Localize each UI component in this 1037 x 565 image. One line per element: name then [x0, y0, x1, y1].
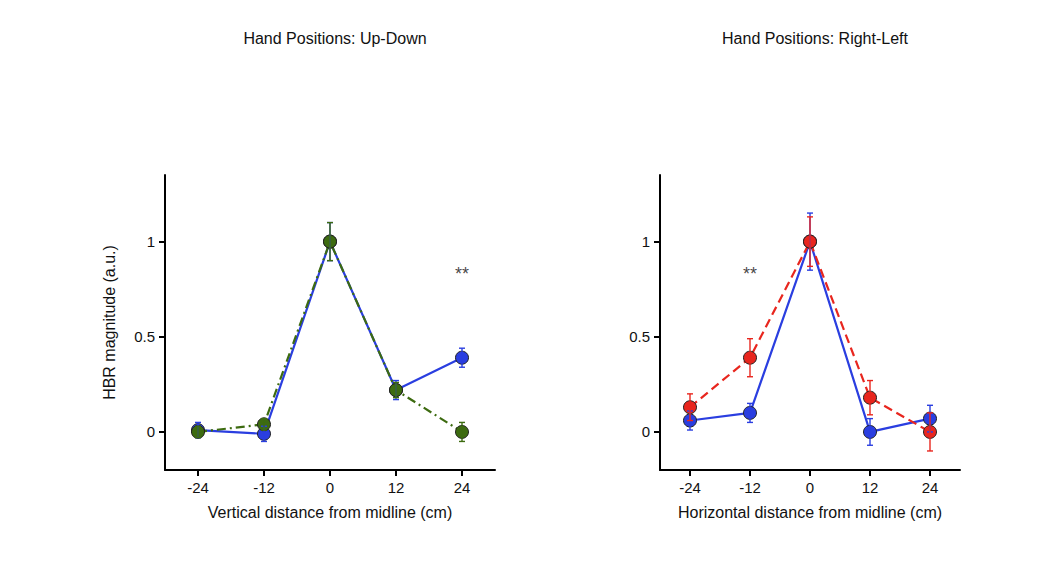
svg-text:1: 1: [642, 233, 650, 250]
svg-text:0: 0: [326, 479, 334, 496]
svg-text:0.5: 0.5: [134, 328, 155, 345]
svg-text:0: 0: [642, 423, 650, 440]
svg-text:HBR magnitude (a.u.): HBR magnitude (a.u.): [101, 245, 118, 400]
svg-text:Hand Positions: Up-Down: Hand Positions: Up-Down: [243, 30, 426, 47]
svg-text:0: 0: [147, 423, 155, 440]
svg-text:-24: -24: [679, 479, 701, 496]
svg-text:**: **: [455, 264, 469, 284]
svg-text:1: 1: [147, 233, 155, 250]
svg-text:0: 0: [806, 479, 814, 496]
svg-text:Vertical distance from midline: Vertical distance from midline (cm): [208, 504, 453, 521]
svg-text:-24: -24: [187, 479, 209, 496]
svg-text:24: 24: [922, 479, 939, 496]
svg-text:Horizontal distance from midli: Horizontal distance from midline (cm): [678, 504, 942, 521]
svg-text:-12: -12: [739, 479, 761, 496]
svg-text:24: 24: [454, 479, 471, 496]
svg-text:12: 12: [862, 479, 879, 496]
svg-text:12: 12: [388, 479, 405, 496]
svg-text:0.5: 0.5: [629, 328, 650, 345]
svg-text:-12: -12: [253, 479, 275, 496]
svg-text:**: **: [743, 264, 757, 284]
svg-text:Hand Positions: Right-Left: Hand Positions: Right-Left: [722, 30, 908, 47]
